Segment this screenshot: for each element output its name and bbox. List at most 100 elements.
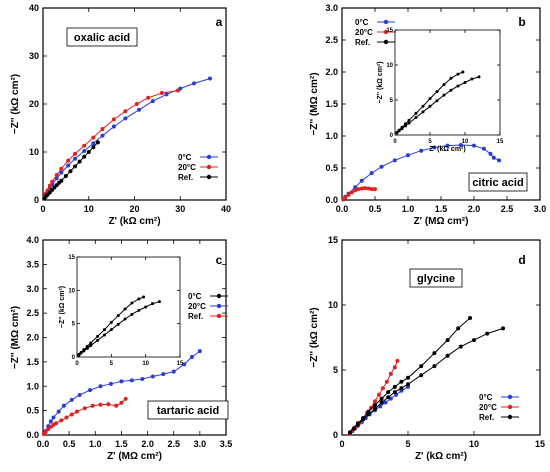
series-1-point xyxy=(369,187,374,192)
legend-swatch-marker xyxy=(507,394,513,400)
series-extra-0-point xyxy=(399,379,404,384)
y-axis-label: −Z'' (MΩ cm²) xyxy=(10,306,21,369)
legend-swatch-marker xyxy=(216,303,222,309)
series-1-point xyxy=(82,143,87,148)
series-0-point xyxy=(353,185,358,190)
series-0-point xyxy=(66,163,71,168)
series-2-point xyxy=(95,140,100,145)
series-1-point xyxy=(119,379,124,384)
inset-x-label: Z' (kΩ cm²) xyxy=(429,146,465,153)
series-0-point xyxy=(164,92,169,97)
inset-series-1-point xyxy=(395,130,399,134)
series-extra-0-point xyxy=(386,390,391,395)
panel-c-xtick-label: 3.5 xyxy=(220,439,233,449)
series-1-line xyxy=(43,90,179,198)
series-1-point xyxy=(346,192,351,197)
panel-c-ytick-label: 4.0 xyxy=(26,235,39,245)
series-2-point xyxy=(69,412,74,417)
legend-swatch-marker xyxy=(507,414,513,420)
series-2-line xyxy=(43,398,126,435)
legend-swatch-marker xyxy=(383,19,389,25)
inset-xtick-label: 5 xyxy=(428,139,432,145)
series-0-point xyxy=(191,81,196,86)
series-1-point xyxy=(388,371,393,376)
series-1-point xyxy=(134,102,139,106)
panel-c-xtick-label: 2.0 xyxy=(141,439,154,449)
inset-series-1-point xyxy=(123,307,127,311)
series-1-point xyxy=(380,386,385,391)
inset-series-1-point xyxy=(456,72,460,76)
panel-c-ytick-label: 0.0 xyxy=(26,430,39,440)
panel-letter: b xyxy=(518,15,525,29)
series-1-point xyxy=(100,126,105,131)
series-2-point xyxy=(46,427,51,432)
legend-swatch-marker xyxy=(206,174,212,180)
series-extra-0-line xyxy=(349,317,471,433)
series-2-point xyxy=(68,169,73,174)
series-2-point xyxy=(59,178,64,183)
inset-series-0-point xyxy=(414,116,418,119)
inset-series-0-point xyxy=(449,88,453,92)
inset-series-1-point xyxy=(142,295,146,299)
inset-plot: 0 5 10 15 0 5 10 15 −Z'' (kΩ cm²) xyxy=(59,255,184,367)
series-1-point xyxy=(77,393,82,398)
legend-swatch-marker xyxy=(216,293,222,299)
series-0-point xyxy=(59,170,64,175)
series-2-point xyxy=(91,145,96,150)
series-2-point xyxy=(485,331,490,336)
panel-b-ytick-label: 0.0 xyxy=(325,195,338,205)
series-2-point xyxy=(82,154,87,159)
inset-series-0-point xyxy=(137,308,141,312)
series-2-point xyxy=(106,402,111,407)
inset-ytick-label: 15 xyxy=(386,28,393,34)
series-2-point xyxy=(458,344,463,349)
panel-c-ytick-label: 2.0 xyxy=(26,333,39,343)
series-extra-0-point xyxy=(355,421,360,426)
legend-label: 0°C xyxy=(355,18,369,27)
series-0-point xyxy=(91,141,96,146)
inset-frame xyxy=(394,29,501,136)
series-2-point xyxy=(379,400,384,405)
panel-c-ytick-label: 1.0 xyxy=(26,381,39,391)
inset-series-0-point xyxy=(109,328,113,332)
inset-series-0-point xyxy=(123,317,127,321)
series-extra-0-point xyxy=(432,351,437,356)
inset-series-1-point xyxy=(414,111,418,115)
inset-series-1-point xyxy=(109,320,113,324)
series-0-point xyxy=(419,148,424,153)
inset-xtick-label: 15 xyxy=(497,139,504,145)
panel-b-xtick-label: 1.5 xyxy=(435,204,448,214)
inset-series-0-point xyxy=(470,77,474,81)
inset-series-1-point xyxy=(435,90,439,94)
series-extra-0-point xyxy=(392,384,397,389)
series-1-point xyxy=(108,381,113,386)
legend-label: 20°C xyxy=(355,28,373,37)
series-0-point xyxy=(207,76,212,81)
series-2-point xyxy=(501,326,506,331)
series-1-point xyxy=(197,349,202,354)
inset-series-1-point xyxy=(400,125,404,129)
series-0-point xyxy=(123,116,128,121)
inset-series-1-point xyxy=(449,76,453,80)
panel-d: 0 5 10 15 0 5 10 15 Z' (kΩ cm²) −Z'' (kΩ cm²) d gly… xyxy=(309,235,545,462)
series-1-point xyxy=(366,186,371,191)
y-axis-label: −Z'' (kΩ cm²) xyxy=(10,74,21,134)
legend-swatch-marker xyxy=(383,39,389,45)
inset-series-0-point xyxy=(477,75,481,79)
inset-series-1-point xyxy=(96,334,100,338)
series-1-point xyxy=(392,365,397,370)
inset-ytick-label: 5 xyxy=(390,98,394,104)
series-1-point xyxy=(111,117,116,122)
inset-xtick-label: 5 xyxy=(110,361,114,367)
panel-d-ytick-label: 15 xyxy=(328,235,338,245)
legend-swatch-marker xyxy=(206,154,212,160)
panel-a-xtick-label: 20 xyxy=(129,204,139,214)
panel-a-ytick-label: 0 xyxy=(34,195,39,205)
inset-series-1-point xyxy=(421,104,425,108)
series-1-point xyxy=(47,183,52,188)
series-2-point xyxy=(373,407,377,411)
series-1-point xyxy=(363,186,368,191)
series-extra-0-point xyxy=(468,316,473,320)
series-1-point xyxy=(161,372,166,377)
panel-c-ytick-label: 1.5 xyxy=(26,357,39,367)
